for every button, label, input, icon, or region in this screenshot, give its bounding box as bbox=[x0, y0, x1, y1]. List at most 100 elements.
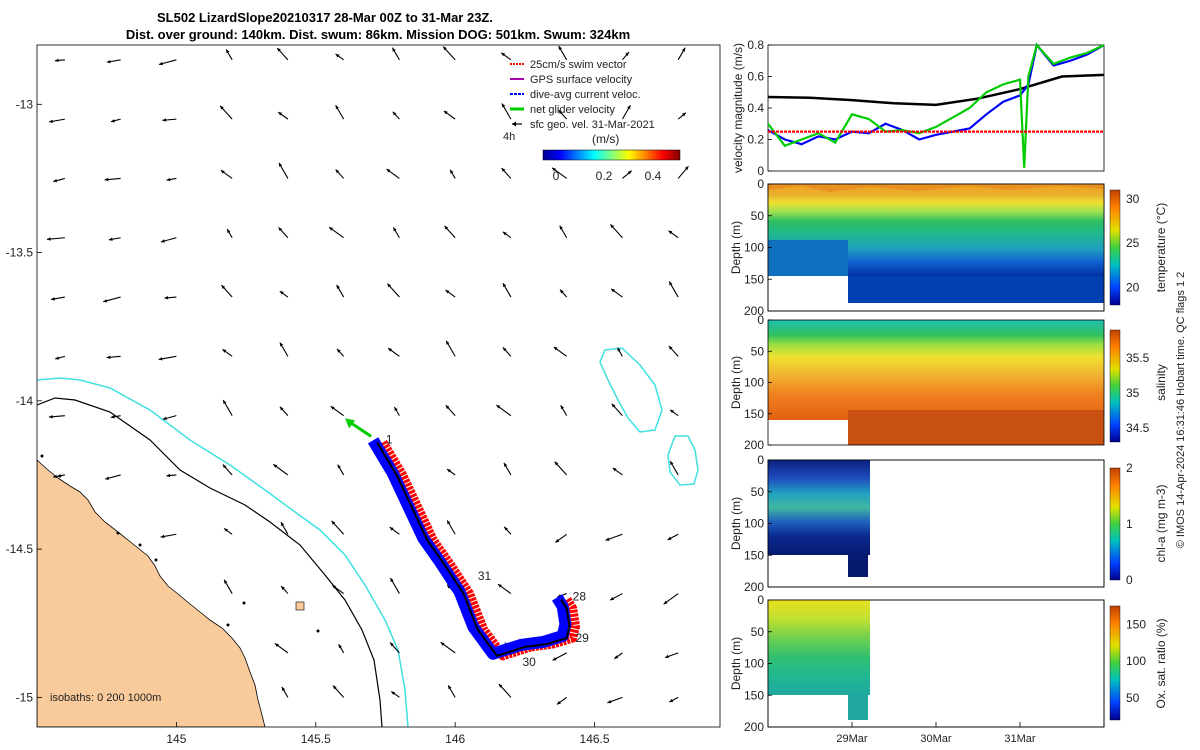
velocity-arrowhead bbox=[106, 59, 111, 64]
velocity-arrowhead bbox=[391, 691, 396, 695]
velocity-arrowhead bbox=[273, 464, 278, 468]
oxygen-colorbar bbox=[1109, 605, 1121, 721]
velocity-arrowhead bbox=[220, 105, 224, 110]
legend-label-net: net glider velocity bbox=[530, 104, 615, 116]
depth-tick-label: 0 bbox=[757, 593, 764, 607]
y-tick-label: -14 bbox=[16, 394, 34, 408]
velocity-arrowhead bbox=[668, 230, 673, 235]
velocity-arrowhead bbox=[668, 345, 673, 350]
colorbar-tick-label: 35 bbox=[1126, 386, 1140, 400]
velocity-arrowhead bbox=[278, 112, 283, 116]
velocity-arrowhead bbox=[610, 224, 615, 229]
chla-field-deep bbox=[848, 555, 868, 577]
depth-tick-label: 50 bbox=[751, 485, 765, 499]
depth-axis-label: Depth (m) bbox=[729, 356, 743, 409]
velocity-arrowhead bbox=[336, 284, 340, 289]
island bbox=[226, 623, 230, 627]
island bbox=[154, 558, 158, 562]
velocity-arrowhead bbox=[553, 346, 558, 351]
depth-tick-label: 100 bbox=[744, 241, 764, 255]
velocity-arrowhead bbox=[337, 464, 341, 469]
island bbox=[40, 454, 44, 458]
land-area bbox=[37, 459, 266, 727]
velocity-arrowhead bbox=[390, 577, 394, 582]
velocity-arrowhead bbox=[335, 169, 340, 174]
velocity-arrowhead bbox=[450, 169, 454, 174]
velocity-arrowhead bbox=[279, 291, 284, 295]
velocity-arrowhead bbox=[279, 406, 284, 411]
net-glider-velocity-line bbox=[767, 42, 1105, 168]
velocity-arrowhead bbox=[663, 600, 668, 605]
glider-track-line bbox=[376, 441, 571, 658]
velocity-arrowhead bbox=[160, 239, 165, 243]
velocity-arrowhead bbox=[387, 283, 392, 288]
depth-tick-label: 50 bbox=[751, 344, 765, 358]
map-frame bbox=[36, 44, 721, 728]
island bbox=[242, 601, 246, 605]
velocity-arrowhead bbox=[280, 522, 285, 527]
depth-tick-label: 150 bbox=[744, 407, 764, 421]
colorbar-label: (m/s) bbox=[592, 132, 619, 146]
colorbar-tick: 0.2 bbox=[596, 169, 613, 183]
colorbar-axis-label: Ox. sat. ratio (%) bbox=[1154, 618, 1168, 708]
isobath-1000m bbox=[37, 397, 383, 727]
velocity-arrowhead bbox=[556, 700, 561, 705]
velocity-arrowhead bbox=[110, 119, 115, 123]
velocity-arrowhead bbox=[281, 686, 286, 691]
velocity-arrowhead bbox=[501, 168, 506, 172]
velocity-arrowhead bbox=[559, 225, 563, 230]
island bbox=[138, 543, 142, 547]
velocity-arrowhead bbox=[669, 698, 674, 703]
velocity-arrowhead bbox=[105, 476, 110, 480]
day-label: 30 bbox=[522, 655, 536, 669]
y-tick-label: -13 bbox=[16, 97, 34, 111]
velocity-arrowhead bbox=[164, 296, 169, 300]
day-label: 31 bbox=[478, 569, 492, 583]
velocity-arrowhead bbox=[279, 342, 284, 347]
chla-field bbox=[768, 460, 870, 555]
oxygen-field-deep bbox=[848, 695, 868, 720]
velocity-y-tick-label: 0.8 bbox=[747, 38, 764, 52]
island bbox=[116, 531, 120, 535]
colorbar-tick-label: 150 bbox=[1126, 617, 1146, 631]
velocity-arrowhead bbox=[501, 103, 506, 108]
velocity-arrowhead bbox=[558, 45, 562, 50]
glider-track: 1 31 28 29 30 bbox=[345, 418, 589, 669]
colorbar-tick-label: 0 bbox=[1126, 573, 1133, 587]
velocity-arrowhead bbox=[48, 414, 53, 419]
colorbar-tick: 0 bbox=[553, 169, 560, 183]
velocity-arrowhead bbox=[274, 643, 279, 647]
velocity-arrowhead bbox=[104, 177, 109, 182]
velocity-arrowhead bbox=[681, 47, 686, 52]
velocity-arrowhead bbox=[670, 409, 675, 414]
oxygen-field bbox=[768, 600, 870, 695]
colorbar-tick-label: 30 bbox=[1126, 192, 1140, 206]
velocity-arrowhead bbox=[159, 61, 163, 66]
velocity-arrowhead bbox=[503, 462, 508, 467]
velocity-arrowhead bbox=[502, 231, 507, 236]
depth-tick-label: 150 bbox=[744, 548, 764, 562]
velocity-arrowhead bbox=[497, 584, 502, 588]
velocity-arrowhead bbox=[498, 683, 503, 688]
x-tick-label: 145 bbox=[166, 732, 186, 746]
map-legend: 25cm/s swim vector GPS surface velocity … bbox=[503, 59, 681, 183]
colorbar-tick-label: 1 bbox=[1126, 517, 1133, 531]
velocity-arrowhead bbox=[667, 536, 672, 540]
oxygen-panel bbox=[767, 599, 1121, 728]
velocity-arrowhead bbox=[390, 642, 394, 647]
colorbar-tick-label: 34.5 bbox=[1126, 421, 1150, 435]
velocity-arrowhead bbox=[330, 406, 335, 410]
colorbar-tick-label: 35.5 bbox=[1126, 351, 1150, 365]
depth-tick-label: 100 bbox=[744, 517, 764, 531]
velocity-arrowhead bbox=[443, 46, 447, 51]
depth-tick-label: 200 bbox=[744, 438, 764, 452]
velocity-arrowhead bbox=[614, 655, 619, 659]
velocity-arrowhead bbox=[329, 227, 334, 231]
velocity-arrowhead bbox=[552, 167, 557, 172]
x-tick-label: 146 bbox=[445, 732, 465, 746]
velocity-arrowhead bbox=[335, 53, 340, 58]
velocity-arrowhead bbox=[389, 527, 394, 531]
velocity-arrowhead bbox=[394, 406, 398, 411]
velocity-arrowhead bbox=[338, 644, 342, 649]
